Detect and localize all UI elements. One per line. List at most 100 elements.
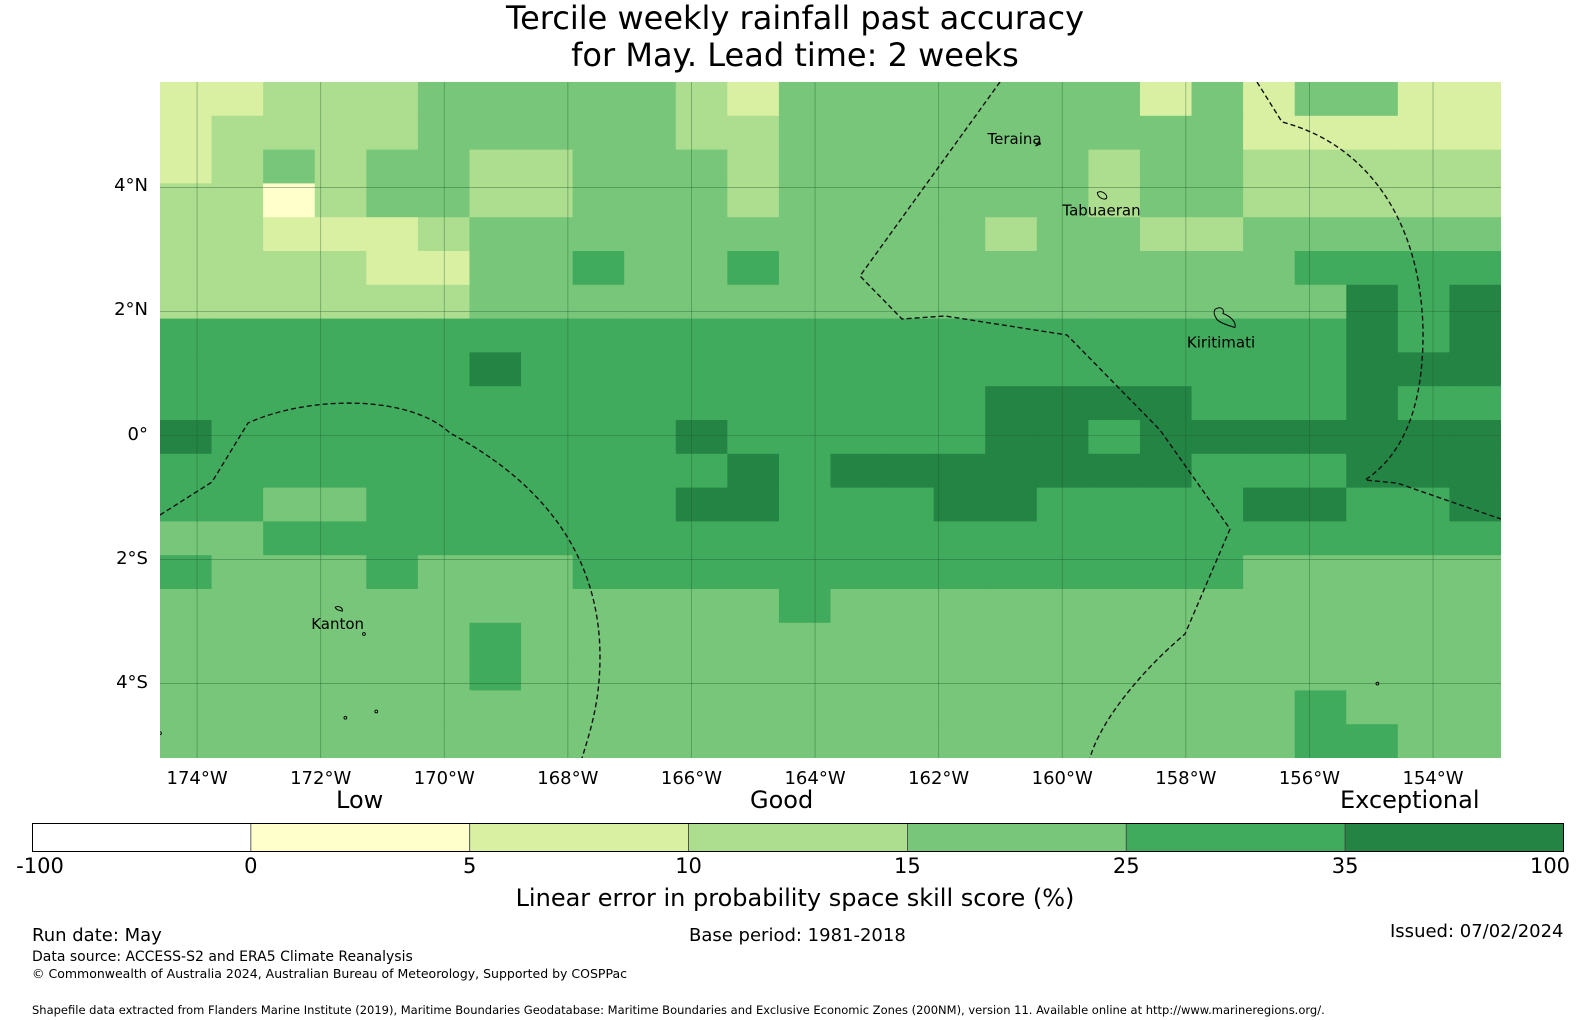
- skill-cell: [882, 251, 935, 286]
- skill-cell: [572, 589, 625, 624]
- skill-cell: [263, 589, 316, 624]
- skill-cell: [1294, 284, 1347, 320]
- colorbar-bin: [1125, 823, 1346, 852]
- skill-cell: [1397, 622, 1451, 658]
- longitude-tick-label: 168°W: [537, 768, 599, 789]
- eez-boundary-line: [160, 402, 601, 758]
- skill-cell: [160, 656, 213, 691]
- skill-cell: [160, 82, 213, 117]
- skill-cell: [1036, 284, 1089, 320]
- skill-cell: [882, 724, 935, 758]
- skill-cell: [521, 589, 574, 624]
- skill-cell: [314, 555, 367, 590]
- skill-cell: [778, 622, 832, 658]
- skill-cell: [830, 487, 883, 522]
- skill-cell: [366, 183, 419, 218]
- skill-cell: [778, 487, 832, 522]
- skill-cell: [211, 115, 264, 151]
- skill-cell: [882, 622, 935, 658]
- skill-cell: [624, 183, 677, 218]
- data-source: Data source: ACCESS-S2 and ERA5 Climate …: [32, 949, 413, 965]
- skill-cell: [160, 724, 213, 758]
- skill-cell: [366, 724, 419, 758]
- skill-cell: [1346, 453, 1399, 489]
- island-label: Teraina: [987, 130, 1042, 148]
- skill-cell: [830, 589, 883, 624]
- skill-cell: [933, 251, 986, 286]
- skill-cell: [882, 589, 935, 624]
- skill-cell: [1036, 149, 1089, 184]
- skill-cell: [933, 690, 986, 725]
- colorbar-bin: [32, 823, 252, 852]
- skill-cell: [1191, 521, 1244, 556]
- skill-cell: [1294, 115, 1347, 151]
- colorbar: [32, 823, 1564, 852]
- skill-cell: [521, 690, 574, 725]
- skill-cell: [1449, 589, 1501, 624]
- skill-cell: [675, 622, 728, 658]
- skill-cell: [1243, 487, 1296, 522]
- skill-cell: [1449, 251, 1501, 286]
- skill-cell: [624, 149, 677, 184]
- skill-cell: [1346, 217, 1399, 252]
- skill-cell: [1243, 589, 1296, 624]
- skill-cell: [417, 690, 471, 725]
- base-period: Base period: 1981-2018: [689, 925, 906, 946]
- skill-cell: [211, 318, 264, 353]
- skill-cell: [675, 420, 728, 455]
- skill-cell: [985, 656, 1038, 691]
- skill-cell: [1397, 724, 1451, 758]
- skill-cell: [160, 318, 213, 353]
- skill-cell: [727, 622, 780, 658]
- skill-cell: [1397, 386, 1451, 421]
- skill-cell: [727, 420, 780, 455]
- skill-cell: [1139, 115, 1193, 151]
- skill-cell: [1036, 589, 1089, 624]
- skill-cell: [1036, 487, 1089, 522]
- skill-cell: [675, 284, 728, 320]
- skill-cell: [727, 251, 780, 286]
- skill-cell: [1243, 318, 1296, 353]
- skill-cell: [624, 555, 677, 590]
- skill-cell: [675, 656, 728, 691]
- skill-cell: [778, 115, 832, 151]
- skill-cell: [1346, 115, 1399, 151]
- skill-cell: [778, 690, 832, 725]
- skill-cell: [1191, 453, 1244, 489]
- skill-cell: [211, 217, 264, 252]
- skill-cell: [985, 284, 1038, 320]
- skill-cell: [778, 724, 832, 758]
- skill-cell: [1191, 115, 1244, 151]
- skill-cell: [933, 420, 986, 455]
- island-kanton: Kanton: [311, 606, 364, 633]
- skill-cell: [160, 217, 213, 252]
- skill-cell: [1036, 555, 1089, 590]
- skill-cell: [1088, 82, 1141, 117]
- skill-cell: [1243, 622, 1296, 658]
- skill-cell: [624, 420, 677, 455]
- skill-cell: [882, 82, 935, 117]
- skill-cell: [830, 217, 883, 252]
- skill-cell: [882, 149, 935, 184]
- skill-cell: [1036, 217, 1089, 252]
- skill-cell: [675, 724, 728, 758]
- skill-cell: [1088, 622, 1141, 658]
- skill-cell: [624, 251, 677, 286]
- skill-cell: [211, 284, 264, 320]
- skill-cell: [263, 622, 316, 658]
- skill-cell: [778, 318, 832, 353]
- category-low: Low: [336, 786, 384, 814]
- skill-cell: [417, 183, 471, 218]
- skill-cell: [624, 453, 677, 489]
- skill-cell: [1449, 724, 1501, 758]
- colorbar-bin: [469, 823, 689, 852]
- skill-cell: [572, 318, 625, 353]
- skill-cell: [1088, 352, 1141, 387]
- skill-cell: [160, 487, 213, 522]
- eez-boundary-line: [1256, 82, 1501, 520]
- skill-cell: [1346, 622, 1399, 658]
- skill-cell: [1346, 183, 1399, 218]
- skill-cell: [1036, 115, 1089, 151]
- skill-cell: [1449, 386, 1501, 421]
- skill-cell: [1088, 318, 1141, 353]
